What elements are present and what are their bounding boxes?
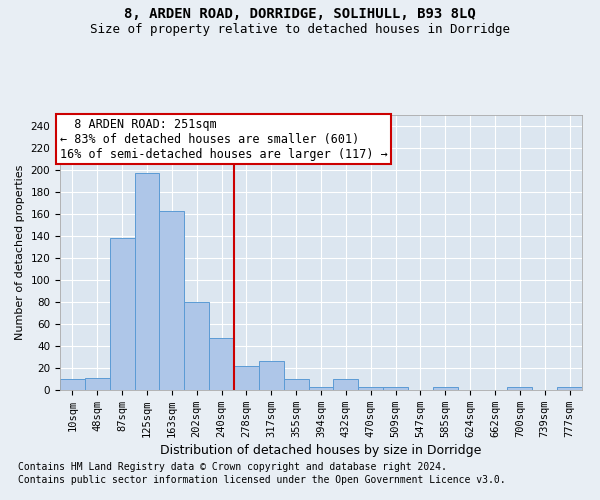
Text: Contains public sector information licensed under the Open Government Licence v3: Contains public sector information licen… xyxy=(18,475,506,485)
Bar xyxy=(234,366,259,390)
Bar xyxy=(60,379,85,390)
Bar xyxy=(308,386,334,390)
Bar xyxy=(209,338,234,390)
X-axis label: Distribution of detached houses by size in Dorridge: Distribution of detached houses by size … xyxy=(160,444,482,457)
Text: Size of property relative to detached houses in Dorridge: Size of property relative to detached ho… xyxy=(90,22,510,36)
Text: 8, ARDEN ROAD, DORRIDGE, SOLIHULL, B93 8LQ: 8, ARDEN ROAD, DORRIDGE, SOLIHULL, B93 8… xyxy=(124,8,476,22)
Bar xyxy=(259,362,284,390)
Bar xyxy=(85,378,110,390)
Bar xyxy=(334,379,358,390)
Bar xyxy=(508,386,532,390)
Bar xyxy=(433,386,458,390)
Y-axis label: Number of detached properties: Number of detached properties xyxy=(15,165,25,340)
Bar xyxy=(160,210,184,390)
Bar xyxy=(184,302,209,390)
Text: 8 ARDEN ROAD: 251sqm  
← 83% of detached houses are smaller (601)
16% of semi-de: 8 ARDEN ROAD: 251sqm ← 83% of detached h… xyxy=(60,118,388,161)
Bar xyxy=(358,386,383,390)
Bar xyxy=(134,174,160,390)
Bar xyxy=(110,238,134,390)
Bar xyxy=(383,386,408,390)
Bar xyxy=(284,379,308,390)
Text: Contains HM Land Registry data © Crown copyright and database right 2024.: Contains HM Land Registry data © Crown c… xyxy=(18,462,447,472)
Bar xyxy=(557,386,582,390)
